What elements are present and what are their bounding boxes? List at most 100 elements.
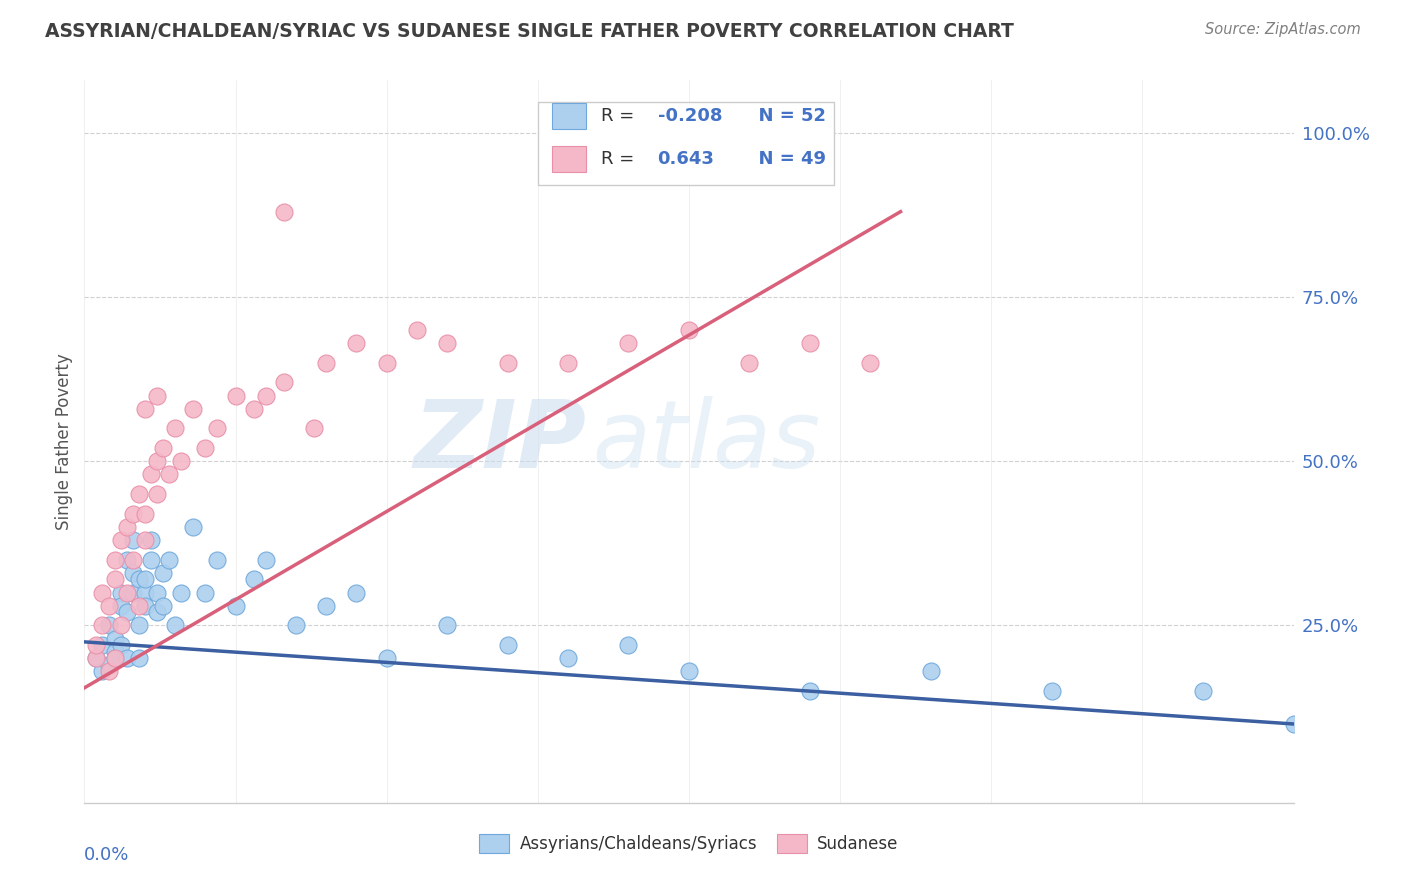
Point (346, 336, 368, 351)
Point (97, 657, 120, 672)
Legend: Assyrians/Chaldeans/Syriacs, Sudanese: Assyrians/Chaldeans/Syriacs, Sudanese (472, 827, 905, 860)
Point (157, 467, 180, 482)
Text: N = 52: N = 52 (745, 107, 825, 125)
Point (86, 651, 108, 665)
Point (134, 599, 156, 613)
Text: 0.643: 0.643 (658, 150, 714, 168)
Point (285, 618, 308, 632)
Point (104, 573, 127, 587)
Point (254, 553, 277, 567)
Point (110, 585, 132, 599)
Point (134, 401, 156, 416)
Point (496, 356, 519, 370)
Point (225, 388, 247, 402)
Point (121, 585, 143, 599)
Point (242, 573, 264, 587)
Point (97, 665, 120, 679)
Point (170, 454, 193, 468)
Point (1282, 717, 1305, 731)
Point (139, 533, 162, 547)
Point (128, 618, 150, 632)
FancyBboxPatch shape (538, 102, 834, 185)
Point (1192, 684, 1215, 698)
Point (146, 487, 169, 501)
Y-axis label: Single Father Poverty: Single Father Poverty (55, 353, 73, 530)
Point (181, 520, 204, 534)
Point (91, 638, 114, 652)
Point (678, 323, 700, 337)
Point (375, 651, 398, 665)
Point (406, 323, 429, 337)
Point (128, 573, 150, 587)
Point (273, 376, 295, 390)
Point (121, 507, 143, 521)
Point (152, 566, 174, 580)
Point (170, 585, 193, 599)
Point (110, 533, 132, 547)
Point (1040, 684, 1063, 698)
Point (128, 487, 150, 501)
Point (121, 566, 143, 580)
Point (194, 441, 217, 455)
Point (146, 388, 169, 402)
Point (146, 605, 169, 619)
Point (139, 467, 162, 482)
Text: ZIP: ZIP (413, 395, 586, 488)
Point (346, 585, 368, 599)
Point (273, 204, 295, 219)
Point (436, 618, 458, 632)
Point (152, 441, 174, 455)
Point (557, 356, 579, 370)
Point (207, 553, 229, 567)
Point (617, 336, 640, 351)
Point (799, 336, 821, 351)
Text: atlas: atlas (592, 396, 821, 487)
Point (104, 651, 127, 665)
Point (315, 599, 337, 613)
Point (139, 553, 162, 567)
Point (97, 599, 120, 613)
Point (121, 533, 143, 547)
Point (134, 533, 156, 547)
Point (115, 651, 138, 665)
Point (165, 618, 187, 632)
Point (799, 684, 821, 698)
Point (128, 651, 150, 665)
Point (115, 553, 138, 567)
Point (121, 553, 143, 567)
Point (302, 421, 325, 435)
Text: -0.208: -0.208 (658, 107, 723, 125)
Text: Source: ZipAtlas.com: Source: ZipAtlas.com (1205, 22, 1361, 37)
Point (134, 585, 156, 599)
Point (104, 553, 127, 567)
FancyBboxPatch shape (553, 145, 586, 172)
Point (496, 638, 519, 652)
Point (104, 651, 127, 665)
Point (181, 401, 204, 416)
Point (134, 573, 156, 587)
Point (115, 605, 138, 619)
Point (436, 336, 458, 351)
Point (115, 520, 138, 534)
Text: R =: R = (600, 150, 645, 168)
Point (242, 401, 264, 416)
Point (152, 599, 174, 613)
Point (207, 421, 229, 435)
Text: 0.0%: 0.0% (84, 847, 129, 864)
Point (91, 585, 114, 599)
Point (375, 356, 398, 370)
Point (678, 665, 700, 679)
Point (617, 638, 640, 652)
Text: R =: R = (600, 107, 640, 125)
Point (86, 638, 108, 652)
Point (91, 618, 114, 632)
Point (86, 651, 108, 665)
Point (110, 599, 132, 613)
Point (194, 585, 217, 599)
Point (104, 632, 127, 646)
Point (315, 356, 337, 370)
Point (146, 585, 169, 599)
Text: N = 49: N = 49 (745, 150, 825, 168)
Point (115, 585, 138, 599)
Point (738, 356, 761, 370)
